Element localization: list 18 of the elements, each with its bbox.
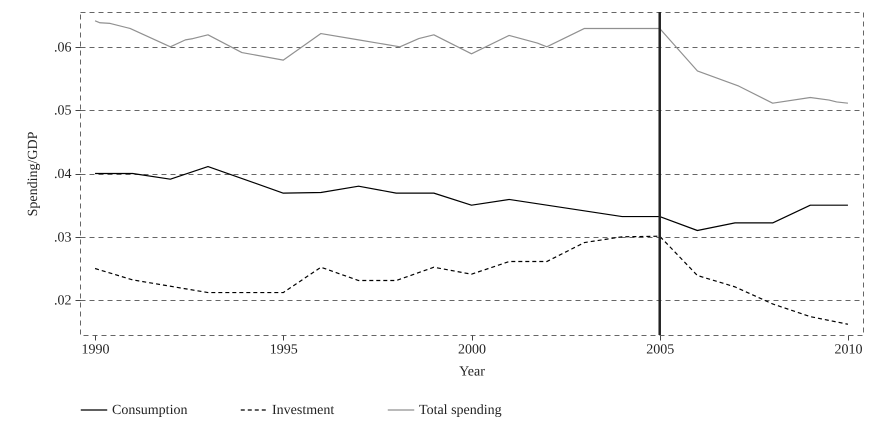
x-tick-label: 1995 xyxy=(270,342,298,358)
legend-label: Total spending xyxy=(419,403,502,418)
y-tick-label: .04 xyxy=(54,167,72,182)
line-series xyxy=(94,166,849,232)
y-tick-label: .05 xyxy=(54,104,72,119)
y-tick-label: .03 xyxy=(54,230,72,246)
legend-label: Investment xyxy=(272,403,334,418)
x-tick-label: 2000 xyxy=(458,342,486,358)
y-tick-label: .02 xyxy=(54,294,72,309)
x-tick-label: 2010 xyxy=(834,342,862,358)
legend-label: Consumption xyxy=(112,403,188,418)
x-tick-label: 1990 xyxy=(82,342,110,358)
x-tick-label: 2005 xyxy=(646,342,674,358)
x-axis-title: Year xyxy=(459,364,486,380)
line-series xyxy=(94,236,849,325)
line-series xyxy=(94,20,849,104)
y-tick-label: .06 xyxy=(54,40,72,56)
y-axis-title: Spending/GDP xyxy=(26,131,41,216)
